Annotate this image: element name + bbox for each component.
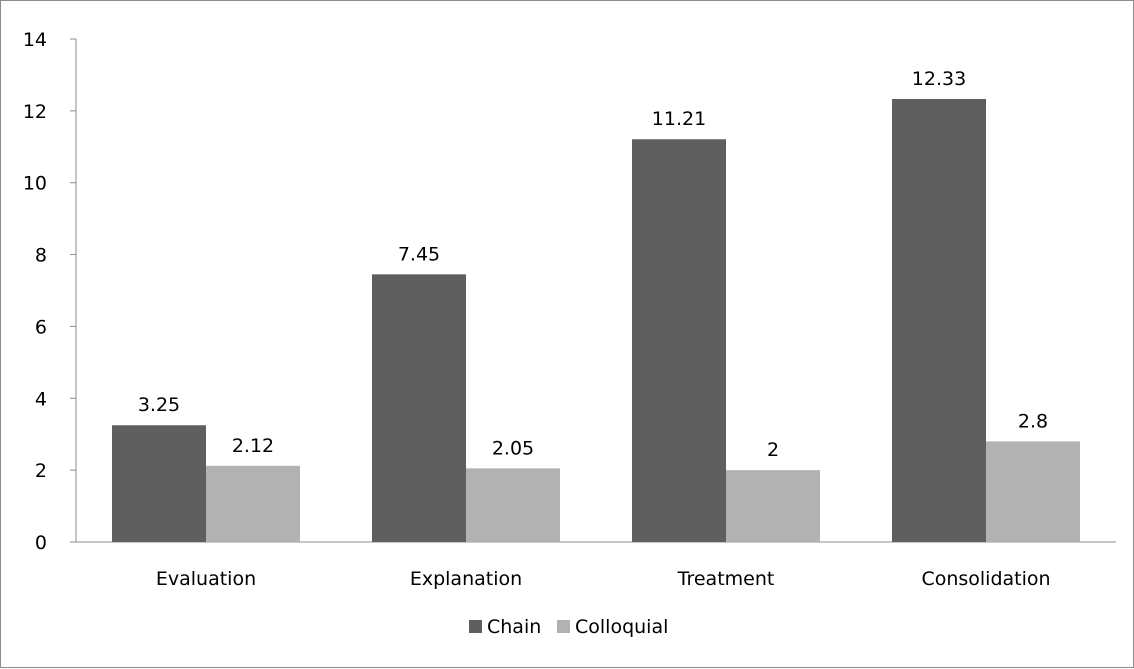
chain-bar-treatment: [632, 139, 726, 542]
y-tick-label: 0: [35, 532, 47, 554]
x-tick-label: Treatment: [677, 568, 775, 590]
x-tick-label: Consolidation: [921, 568, 1050, 590]
data-label: 12.33: [912, 68, 966, 90]
chain-bar-consolidation: [892, 99, 986, 542]
data-label: 2: [767, 439, 779, 461]
data-label: 3.25: [138, 394, 180, 416]
colloquial-bar-evaluation: [206, 465, 300, 542]
x-tick-label: Evaluation: [156, 568, 256, 590]
data-label: 11.21: [652, 108, 706, 130]
chain-bar-explanation: [372, 274, 466, 542]
chain-bar-evaluation: [112, 425, 206, 542]
data-label: 2.05: [492, 437, 534, 459]
y-tick-label: 4: [35, 388, 47, 410]
data-labels-group: 3.25 2.12 7.45 2.05 11.21 2 12.33 2.8: [138, 68, 1048, 461]
legend-label-chain: Chain: [487, 616, 541, 638]
legend-label-colloquial: Colloquial: [575, 616, 668, 638]
colloquial-bar-explanation: [466, 468, 560, 542]
y-tick-label: 12: [23, 101, 47, 123]
colloquial-bar-consolidation: [986, 441, 1080, 542]
y-tick-label: 14: [23, 29, 47, 51]
bars-group: [112, 99, 1080, 542]
y-axis-ticks: 0 2 4 6 8 10 12 14: [23, 29, 76, 554]
legend: Chain Colloquial: [469, 616, 668, 638]
x-tick-label: Explanation: [410, 568, 522, 590]
y-tick-label: 6: [35, 316, 47, 338]
data-label: 2.12: [232, 435, 274, 457]
legend-swatch-colloquial: [557, 620, 570, 633]
colloquial-bar-treatment: [726, 470, 820, 542]
x-axis-ticks: Evaluation Explanation Treatment Consolidat…: [156, 568, 1051, 590]
data-label: 7.45: [398, 243, 440, 265]
y-tick-label: 2: [35, 460, 47, 482]
data-label: 2.8: [1018, 410, 1048, 432]
y-tick-label: 10: [23, 173, 47, 195]
legend-swatch-chain: [469, 620, 482, 633]
y-tick-label: 8: [35, 245, 47, 267]
